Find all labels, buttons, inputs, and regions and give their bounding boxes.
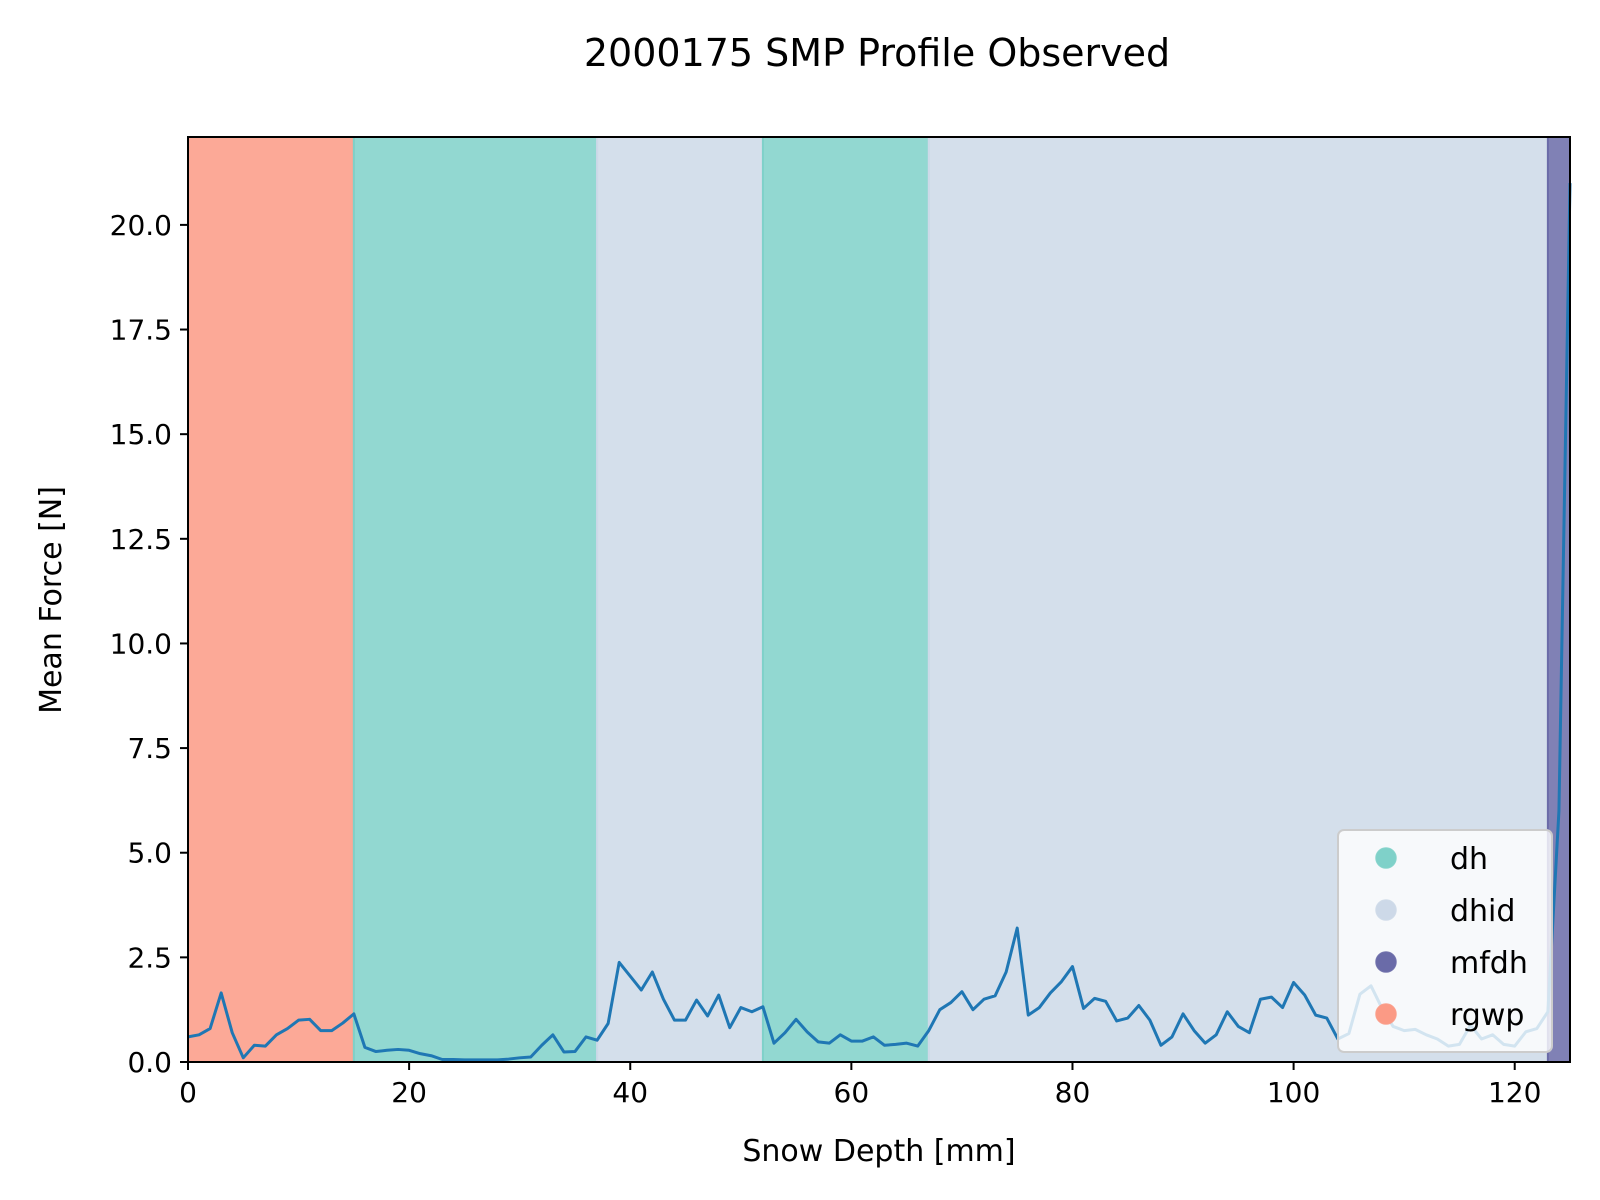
legend-label-dh: dh [1450, 842, 1488, 877]
x-tick-label: 20 [391, 1076, 427, 1109]
y-tick-label: 20.0 [110, 209, 172, 242]
y-tick-label: 7.5 [127, 732, 172, 765]
region-band-rgwp-0 [187, 136, 355, 1063]
legend-marker-dh [1375, 847, 1397, 869]
plot-frame [187, 136, 1571, 1063]
x-axis-label: Snow Depth [mm] [742, 1134, 1015, 1169]
y-axis-label: Mean Force [N] [34, 486, 69, 714]
x-tick-label: 120 [1488, 1076, 1541, 1109]
x-tick-label: 40 [612, 1076, 648, 1109]
y-tick-label: 10.0 [110, 627, 172, 660]
chart-title: 2000175 SMP Profile Observed [584, 31, 1170, 75]
y-tick-label: 2.5 [127, 941, 172, 974]
x-tick-label: 0 [179, 1076, 197, 1109]
legend-label-mfdh: mfdh [1450, 946, 1528, 981]
legend-box [1337, 829, 1553, 1053]
y-tick-label: 0.0 [127, 1046, 172, 1079]
x-tick-label: 100 [1267, 1076, 1320, 1109]
x-ticks: 0 20 40 60 80 100 120 [179, 1062, 1541, 1109]
y-tick-label: 12.5 [110, 523, 172, 556]
y-tick-label: 5.0 [127, 837, 172, 870]
region-band-dh-1 [352, 136, 599, 1063]
legend-marker-rgwp [1375, 1003, 1397, 1025]
region-band-dh-3 [761, 136, 930, 1063]
legend-marker-mfdh [1375, 951, 1397, 973]
legend-label-dhid: dhid [1450, 894, 1515, 929]
y-ticks: 0.0 2.5 5.0 7.5 10.0 12.5 15.0 17.5 20.0 [110, 209, 188, 1079]
x-tick-label: 60 [834, 1076, 870, 1109]
y-tick-label: 15.0 [110, 418, 172, 451]
y-tick-label: 17.5 [110, 314, 172, 347]
legend: dh dhid mfdh rgwp [1337, 829, 1553, 1053]
x-tick-label: 80 [1055, 1076, 1091, 1109]
region-band-dhid-2 [596, 136, 764, 1063]
legend-marker-dhid [1375, 899, 1397, 921]
legend-label-rgwp: rgwp [1450, 998, 1524, 1033]
